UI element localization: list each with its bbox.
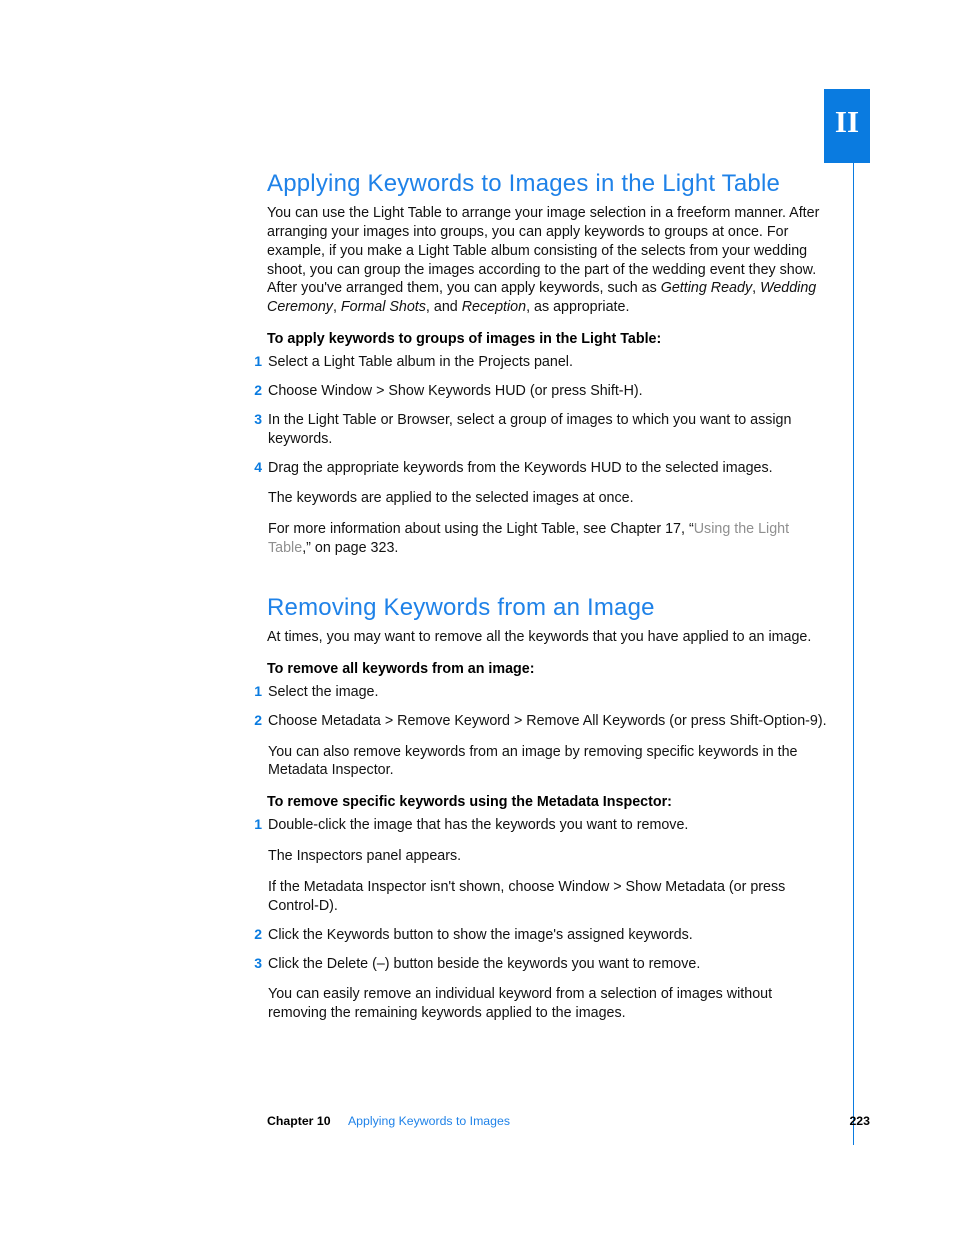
step-followup: The keywords are applied to the selected… xyxy=(268,489,829,508)
step-followup: You can easily remove an individual keyw… xyxy=(268,985,829,1023)
step-number: 3 xyxy=(248,411,262,427)
step-list: 1 Double-click the image that has the ke… xyxy=(267,816,829,1023)
step-text: Choose Window > Show Keywords HUD (or pr… xyxy=(268,382,829,401)
chapter-label: Chapter 10 xyxy=(267,1114,331,1128)
step-item: 1 Double-click the image that has the ke… xyxy=(254,816,829,915)
step-text: Select the image. xyxy=(268,683,829,702)
step-item: 2 Choose Metadata > Remove Keyword > Rem… xyxy=(254,712,829,781)
margin-rule xyxy=(853,163,854,1145)
keyword-example: Getting Ready xyxy=(661,280,752,296)
step-followup: You can also remove keywords from an ima… xyxy=(268,743,829,781)
step-item: 3 Click the Delete (–) button beside the… xyxy=(254,955,829,1024)
step-text: Click the Delete (–) button beside the k… xyxy=(268,955,829,974)
step-number: 3 xyxy=(248,955,262,971)
chapter-title: Applying Keywords to Images xyxy=(348,1114,510,1128)
step-number: 2 xyxy=(248,382,262,398)
task-subhead: To apply keywords to groups of images in… xyxy=(267,331,829,347)
step-item: 1 Select the image. xyxy=(254,683,829,702)
section-tab: II xyxy=(824,89,870,163)
step-number: 2 xyxy=(248,712,262,728)
step-text: Double-click the image that has the keyw… xyxy=(268,816,829,835)
intro-text-end: , as appropriate. xyxy=(526,299,629,315)
step-item: 2 Click the Keywords button to show the … xyxy=(254,926,829,945)
step-followup: The Inspectors panel appears. xyxy=(268,847,829,866)
step-number: 2 xyxy=(248,926,262,942)
step-text: Drag the appropriate keywords from the K… xyxy=(268,459,829,478)
step-number: 4 xyxy=(248,459,262,475)
step-list: 1 Select the image. 2 Choose Metadata > … xyxy=(267,683,829,780)
xref-post: ,” on page 323. xyxy=(302,540,398,556)
step-text: Choose Metadata > Remove Keyword > Remov… xyxy=(268,712,829,731)
step-list: 1 Select a Light Table album in the Proj… xyxy=(267,353,829,558)
task-subhead: To remove specific keywords using the Me… xyxy=(267,794,829,810)
heading-applying-keywords: Applying Keywords to Images in the Light… xyxy=(267,170,829,198)
page-footer: Chapter 10 Applying Keywords to Images 2… xyxy=(267,1114,870,1128)
step-followup: For more information about using the Lig… xyxy=(268,520,829,558)
step-item: 2 Choose Window > Show Keywords HUD (or … xyxy=(254,382,829,401)
step-item: 3 In the Light Table or Browser, select … xyxy=(254,411,829,449)
intro-paragraph: You can use the Light Table to arrange y… xyxy=(267,204,829,317)
page-number: 223 xyxy=(849,1114,870,1128)
intro-paragraph: At times, you may want to remove all the… xyxy=(267,628,829,647)
keyword-example: Reception xyxy=(462,299,526,315)
step-number: 1 xyxy=(248,353,262,369)
step-text: In the Light Table or Browser, select a … xyxy=(268,411,829,449)
heading-removing-keywords: Removing Keywords from an Image xyxy=(267,594,829,622)
step-item: 1 Select a Light Table album in the Proj… xyxy=(254,353,829,372)
xref-pre: For more information about using the Lig… xyxy=(268,521,694,537)
keyword-example: Formal Shots xyxy=(341,299,426,315)
step-number: 1 xyxy=(248,816,262,832)
task-subhead: To remove all keywords from an image: xyxy=(267,661,829,677)
step-text: Select a Light Table album in the Projec… xyxy=(268,353,829,372)
step-item: 4 Drag the appropriate keywords from the… xyxy=(254,459,829,558)
step-number: 1 xyxy=(248,683,262,699)
step-followup: If the Metadata Inspector isn't shown, c… xyxy=(268,878,829,916)
page-content: Applying Keywords to Images in the Light… xyxy=(267,170,829,1033)
step-text: Click the Keywords button to show the im… xyxy=(268,926,829,945)
